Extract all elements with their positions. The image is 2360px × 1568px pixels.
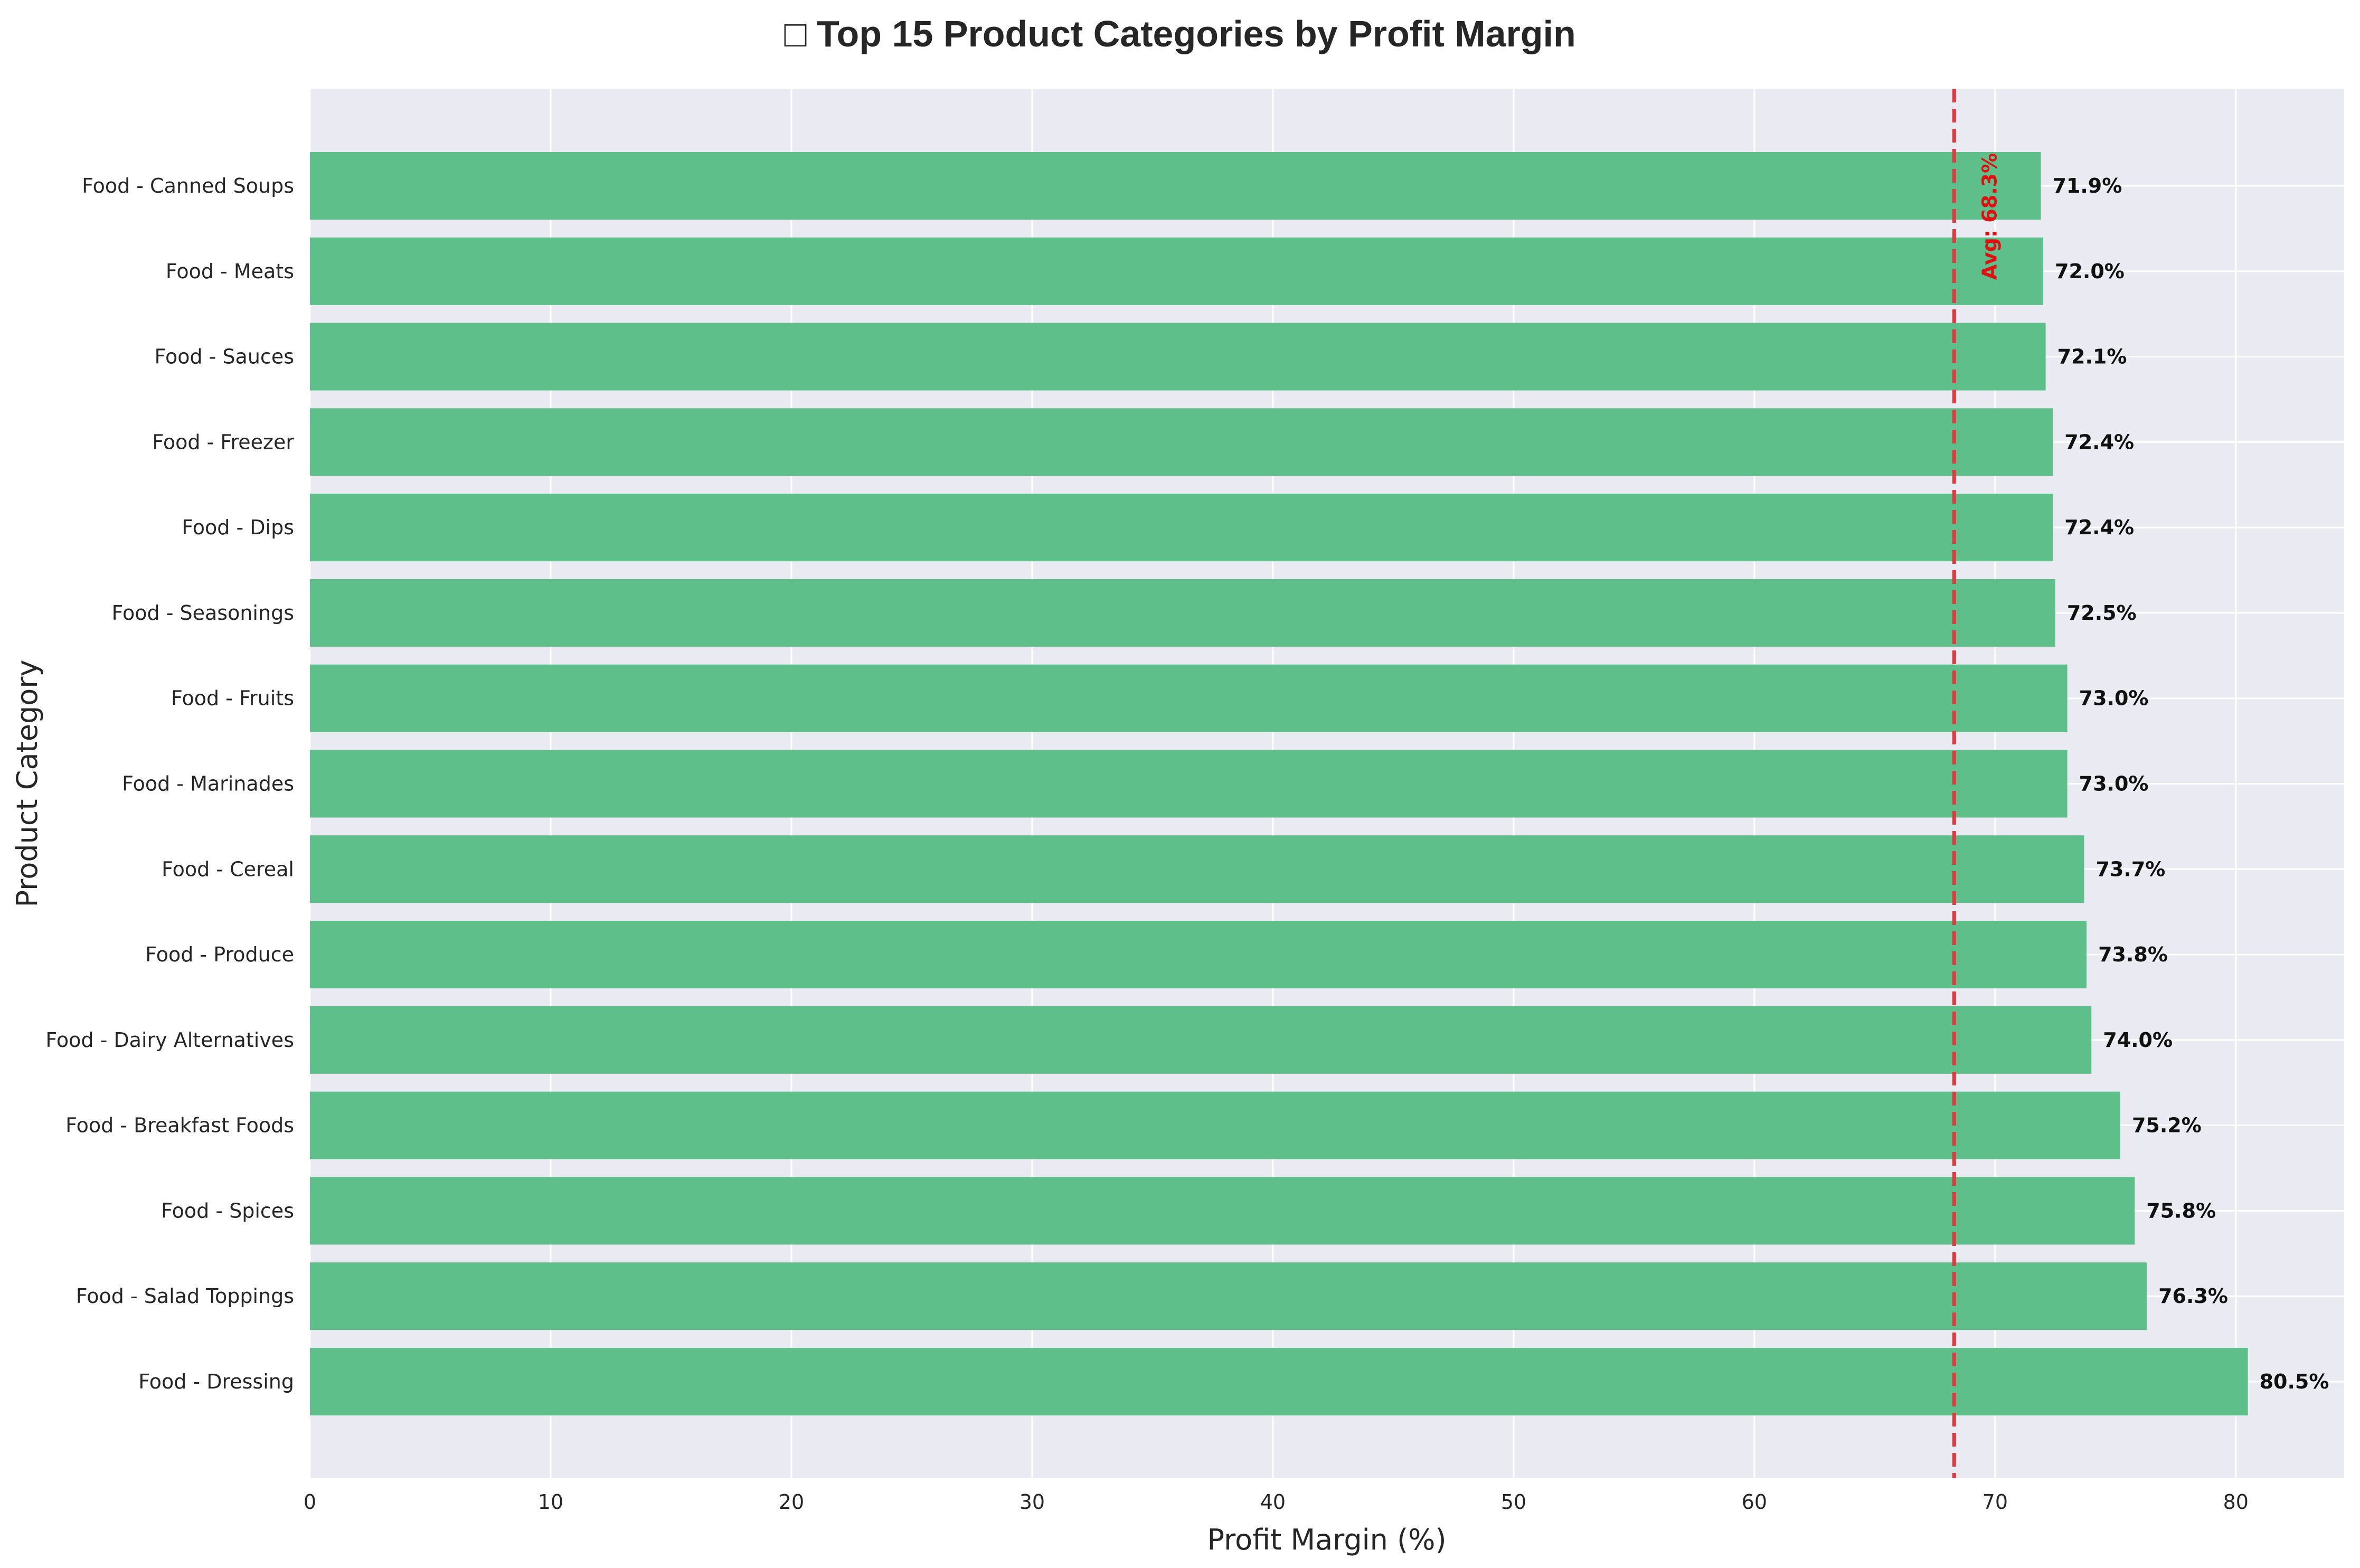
- y-tick-label: Food - Meats: [166, 260, 294, 283]
- y-tick-label: Food - Fruits: [171, 687, 294, 710]
- bar: [310, 237, 2044, 305]
- bar-value-label: 73.8%: [2098, 943, 2168, 966]
- bar-value-label: 71.9%: [2052, 174, 2122, 197]
- y-tick-label: Food - Marinades: [122, 772, 294, 796]
- bar-value-label: 73.0%: [2079, 772, 2149, 796]
- x-tick-label: 10: [538, 1490, 563, 1514]
- bar: [310, 750, 2068, 818]
- bar: [310, 323, 2046, 391]
- x-tick-label: 40: [1260, 1490, 1286, 1514]
- bar-value-label: 73.7%: [2096, 857, 2166, 881]
- y-tick-label: Food - Dressing: [138, 1370, 294, 1393]
- bar-value-label: 72.4%: [2064, 516, 2134, 539]
- bar: [310, 152, 2041, 220]
- bars: [310, 152, 2248, 1415]
- y-tick-label: Food - Produce: [145, 943, 294, 966]
- x-tick-label: 60: [1742, 1490, 1767, 1514]
- y-tick-label: Food - Canned Soups: [82, 174, 294, 197]
- bar-value-labels: 71.9% 72.0% 72.1% 72.4% 72.4% 72.5% 73.0% 73.0%…: [2052, 174, 2329, 1393]
- x-tick-label: 30: [1019, 1490, 1045, 1514]
- bar: [310, 494, 2053, 562]
- bar: [310, 1006, 2092, 1074]
- bar: [310, 1348, 2248, 1415]
- chart-title: □ Top 15 Product Categories by Profit Ma…: [784, 13, 1576, 54]
- y-tick-label: Food - Breakfast Foods: [65, 1114, 294, 1137]
- bar-value-label: 74.0%: [2103, 1028, 2173, 1052]
- average-label: Avg: 68.3%: [1978, 153, 2001, 280]
- bar-value-label: 72.4%: [2064, 430, 2134, 454]
- average-marker: Avg: 68.3%: [1952, 89, 2001, 1478]
- y-axis-label: Product Category: [11, 660, 44, 908]
- y-tick-label: Food - Spices: [161, 1199, 294, 1222]
- bar-value-label: 75.8%: [2146, 1199, 2216, 1222]
- x-tick-label: 50: [1501, 1490, 1526, 1514]
- bar-value-label: 75.2%: [2132, 1114, 2202, 1137]
- x-axis-label: Profit Margin (%): [1207, 1523, 1446, 1556]
- bar: [310, 835, 2084, 903]
- y-tick-label: Food - Dairy Alternatives: [45, 1028, 294, 1052]
- x-tick-label: 80: [2223, 1490, 2249, 1514]
- bar: [310, 408, 2053, 476]
- x-tick-label: 0: [304, 1490, 316, 1514]
- bar-value-label: 76.3%: [2158, 1284, 2228, 1308]
- bar-value-label: 72.0%: [2055, 260, 2125, 283]
- bar-value-label: 72.5%: [2067, 601, 2137, 625]
- bar: [310, 579, 2055, 647]
- y-tick-label: Food - Dips: [182, 516, 294, 539]
- bar: [310, 664, 2068, 732]
- bar-value-label: 80.5%: [2260, 1370, 2329, 1393]
- x-tick-label: 20: [779, 1490, 804, 1514]
- bar: [310, 1177, 2135, 1245]
- y-tick-label: Food - Sauces: [154, 345, 294, 369]
- x-tick-label: 70: [1983, 1490, 2008, 1514]
- bar: [310, 921, 2087, 989]
- y-tick-label: Food - Freezer: [152, 430, 294, 454]
- y-tick-labels: Food - Canned Soups Food - Meats Food - Sa…: [45, 174, 294, 1393]
- bar-value-label: 72.1%: [2057, 345, 2127, 369]
- y-tick-label: Food - Cereal: [162, 857, 294, 881]
- x-tick-labels: 0 10 20 30 40 50 60 70 80: [304, 1490, 2249, 1514]
- bar-value-label: 73.0%: [2079, 687, 2149, 710]
- bar: [310, 1262, 2147, 1330]
- bar: [310, 1091, 2120, 1159]
- y-tick-label: Food - Salad Toppings: [76, 1284, 294, 1308]
- y-tick-label: Food - Seasonings: [112, 601, 294, 625]
